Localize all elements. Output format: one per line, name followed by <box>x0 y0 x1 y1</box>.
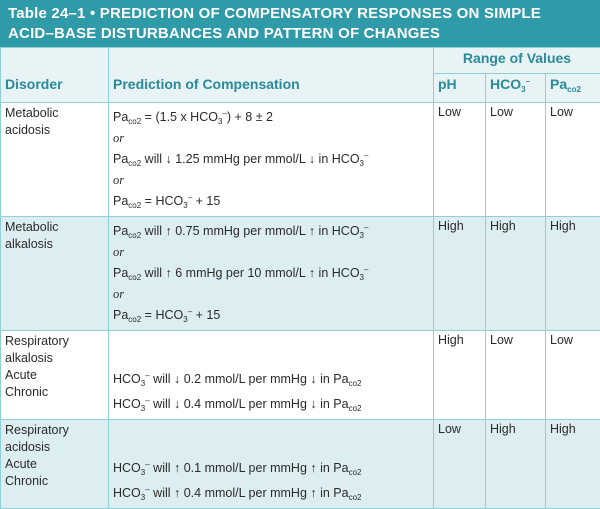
table-title: Table 24–1 • PREDICTION OF COMPENSATORY … <box>0 0 600 47</box>
ph-cell: Low <box>434 420 486 509</box>
table-row: Metabolic alkalosis Paco2 will ↑ 0.75 mm… <box>1 217 600 331</box>
header-disorder-spacer <box>1 48 109 74</box>
header-hco3: HCO3– <box>486 74 546 103</box>
table-row: Respiratory alkalosis Acute Chronic HCO3… <box>1 331 600 420</box>
header-paco2: Paco2 <box>546 74 600 103</box>
disorder-cell: Metabolic alkalosis <box>1 217 109 331</box>
hco3-cell: Low <box>486 103 546 217</box>
title-line-2: ACID–BASE DISTURBANCES AND PATTERN OF CH… <box>8 24 592 44</box>
disorder-cell: Respiratory acidosis Acute Chronic <box>1 420 109 509</box>
table-figure: Table 24–1 • PREDICTION OF COMPENSATORY … <box>0 0 600 470</box>
disorder-cell: Metabolic acidosis <box>1 103 109 217</box>
title-line-1: Table 24–1 • PREDICTION OF COMPENSATORY … <box>8 4 592 24</box>
ph-cell: Low <box>434 103 486 217</box>
disorder-cell: Respiratory alkalosis Acute Chronic <box>1 331 109 420</box>
header-prediction: Prediction of Compensation <box>109 74 434 103</box>
paco2-cell: Low <box>546 103 600 217</box>
table-row: Metabolic acidosis Paco2 = (1.5 x HCO3–)… <box>1 103 600 217</box>
header-prediction-spacer <box>109 48 434 74</box>
hco3-cell: High <box>486 420 546 509</box>
table-row: Respiratory acidosis Acute Chronic HCO3–… <box>1 420 600 509</box>
prediction-cell: Paco2 will ↑ 0.75 mmHg per mmol/L ↑ in H… <box>109 217 434 331</box>
paco2-cell: High <box>546 217 600 331</box>
paco2-cell: High <box>546 420 600 509</box>
prediction-cell: HCO3– will ↑ 0.1 mmol/L per mmHg ↑ in Pa… <box>109 420 434 509</box>
ph-cell: High <box>434 217 486 331</box>
header-disorder: Disorder <box>1 74 109 103</box>
header-range-of-values: Range of Values <box>434 48 600 74</box>
prediction-cell: Paco2 = (1.5 x HCO3–) + 8 ± 2 or Paco2 w… <box>109 103 434 217</box>
hco3-cell: High <box>486 217 546 331</box>
header-ph: pH <box>434 74 486 103</box>
hco3-cell: Low <box>486 331 546 420</box>
ph-cell: High <box>434 331 486 420</box>
paco2-cell: Low <box>546 331 600 420</box>
acid-base-table: Range of Values Disorder Prediction of C… <box>0 47 600 509</box>
prediction-cell: HCO3– will ↓ 0.2 mmol/L per mmHg ↓ in Pa… <box>109 331 434 420</box>
